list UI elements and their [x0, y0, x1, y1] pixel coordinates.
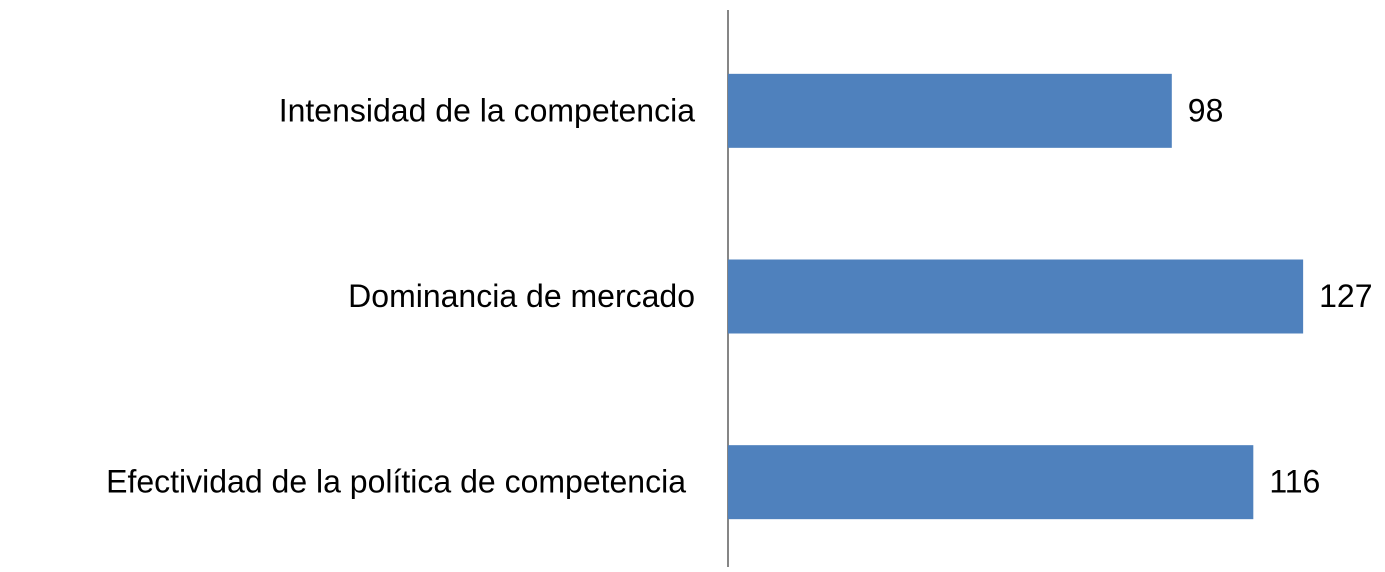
category-label: Intensidad de la competencia	[279, 92, 695, 128]
value-label: 127	[1319, 278, 1372, 314]
category-label: Efectividad de la política de competenci…	[106, 464, 686, 500]
value-label: 116	[1269, 464, 1320, 500]
bar	[728, 445, 1254, 520]
value-label: 98	[1188, 92, 1224, 128]
bar	[728, 73, 1172, 148]
category-label: Dominancia de mercado	[348, 278, 695, 314]
bar	[728, 259, 1304, 334]
